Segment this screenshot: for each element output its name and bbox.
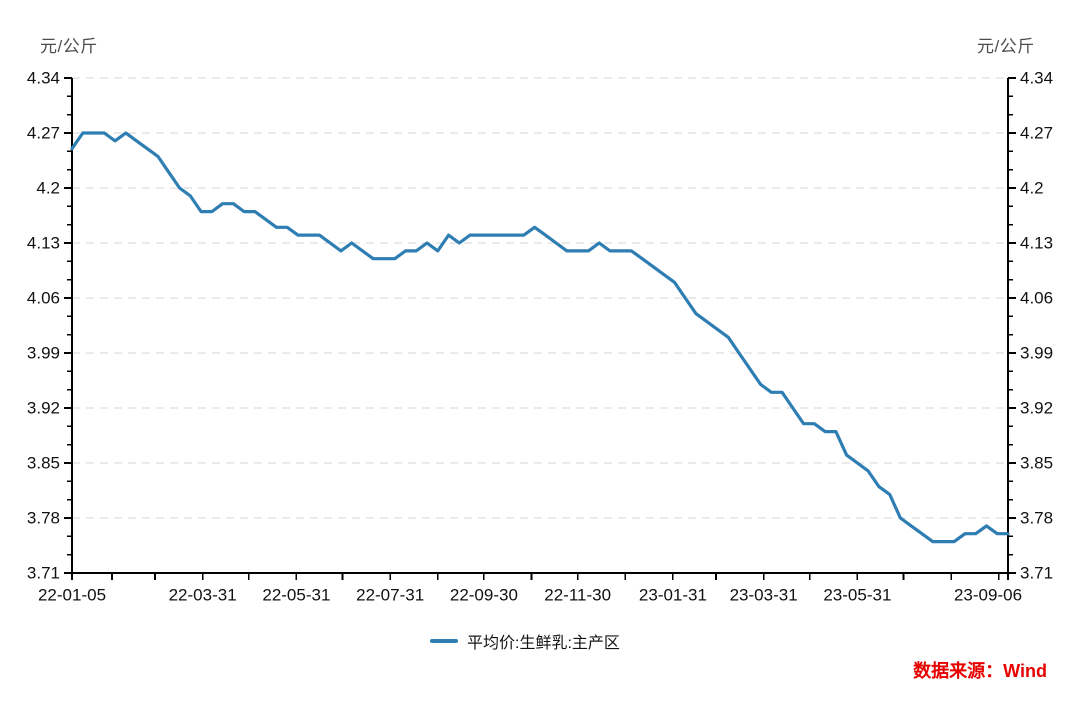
x-axis-label: 22-03-31 bbox=[169, 586, 237, 605]
y-axis-label-left: 3.71 bbox=[27, 564, 60, 583]
y-axis-label-right: 4.13 bbox=[1020, 234, 1053, 253]
y-axis-label-left: 3.92 bbox=[27, 399, 60, 418]
y-axis-label-left: 4.06 bbox=[27, 289, 60, 308]
price-series-line bbox=[70, 131, 1010, 544]
legend-item[interactable]: 平均价:生鲜乳:主产区 bbox=[430, 629, 620, 653]
y-axis-label-left: 4.34 bbox=[27, 69, 60, 88]
y-axis-label-left: 4.13 bbox=[27, 234, 60, 253]
y-axis-label-right: 4.2 bbox=[1020, 179, 1044, 198]
y-axis-label-right: 3.71 bbox=[1020, 564, 1053, 583]
y-axis-label-right: 3.85 bbox=[1020, 454, 1053, 473]
x-axis-label: 22-09-30 bbox=[450, 586, 518, 605]
y-axis-label-right: 3.99 bbox=[1020, 344, 1053, 363]
y-axis-unit-right: 元/公斤 bbox=[977, 37, 1035, 56]
y-axis-label-right: 3.78 bbox=[1020, 509, 1053, 528]
y-axis-unit-left: 元/公斤 bbox=[40, 37, 98, 56]
y-axis-label-left: 4.27 bbox=[27, 124, 60, 143]
x-axis-label: 22-01-05 bbox=[38, 586, 106, 605]
y-axis-label-right: 4.06 bbox=[1020, 289, 1053, 308]
x-axis-label: 23-09-06 bbox=[954, 586, 1022, 605]
data-source-note: 数据来源：Wind bbox=[913, 661, 1047, 681]
y-axis-label-left: 4.2 bbox=[36, 179, 60, 198]
x-axis-label: 22-07-31 bbox=[356, 586, 424, 605]
legend-label: 平均价:生鲜乳:主产区 bbox=[467, 635, 620, 652]
y-axis-label-right: 4.34 bbox=[1020, 69, 1053, 88]
y-axis-label-left: 3.99 bbox=[27, 344, 60, 363]
x-axis-label: 23-03-31 bbox=[730, 586, 798, 605]
x-axis-label: 23-01-31 bbox=[639, 586, 707, 605]
x-axis-label: 22-11-30 bbox=[544, 586, 611, 605]
y-axis-label-left: 3.85 bbox=[27, 454, 60, 473]
y-axis-label-right: 4.27 bbox=[1020, 124, 1053, 143]
x-axis-label: 22-05-31 bbox=[262, 586, 330, 605]
legend-line-swatch bbox=[430, 639, 458, 643]
y-axis-label-left: 3.78 bbox=[27, 509, 60, 528]
y-axis-label-right: 3.92 bbox=[1020, 399, 1053, 418]
x-axis-label: 23-05-31 bbox=[823, 586, 891, 605]
